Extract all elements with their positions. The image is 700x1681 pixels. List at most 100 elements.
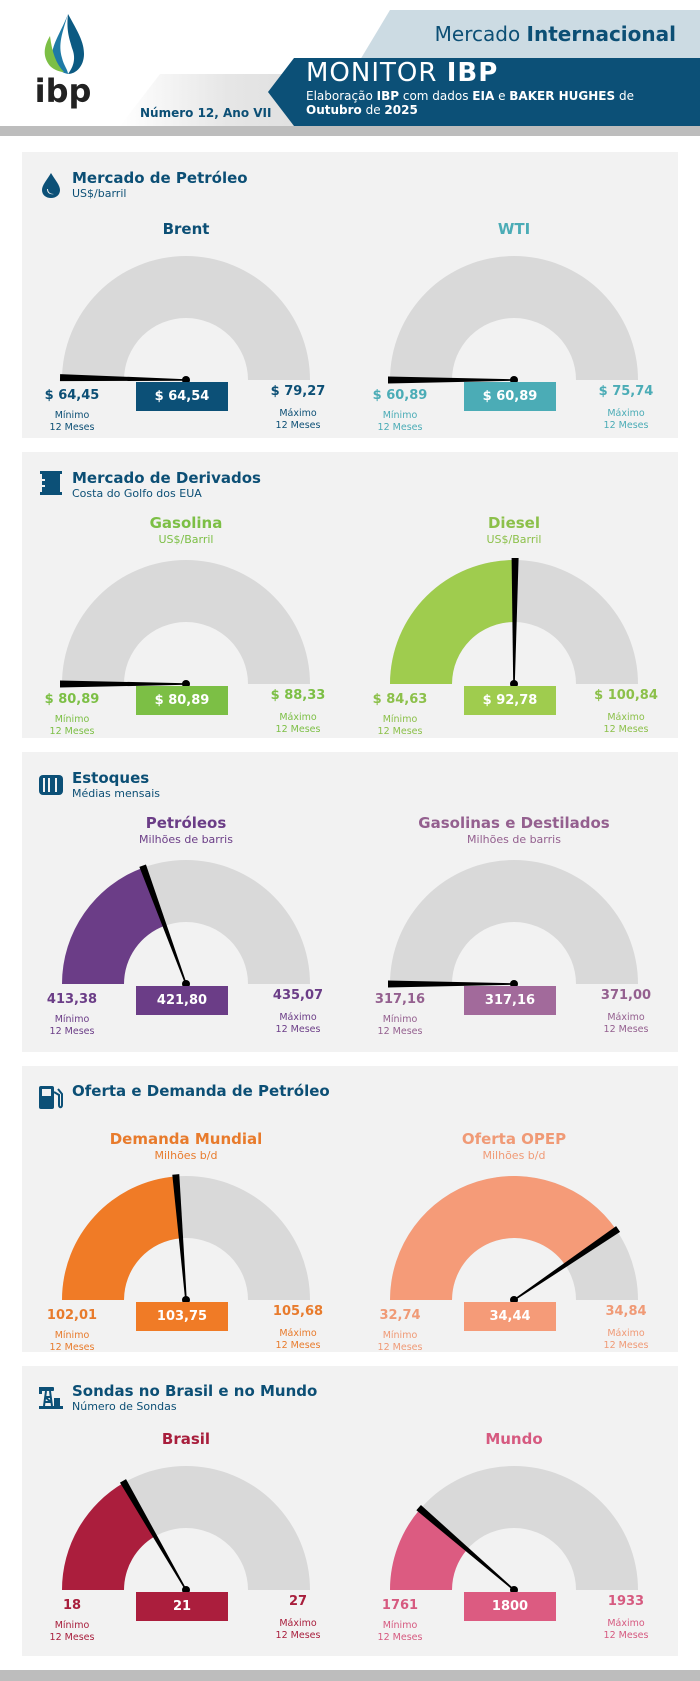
gauge-needle [513,1226,621,1301]
gauge-max-value: 105,68 [272,1304,324,1319]
gauge-oferta-opep: Oferta OPEP Milhões b/d 34,44 32,74 Míni… [350,1128,678,1353]
gauge-min-value: 102,01 [46,1308,98,1323]
section-title: Sondas no Brasil e no Mundo [72,1382,318,1400]
gauge-max-value: $ 75,74 [598,384,654,399]
gauge-max-value: 1933 [607,1594,645,1609]
gauge-demanda-mundial: Demanda Mundial Milhões b/d 103,75 102,0… [22,1128,350,1353]
gauge-diesel: Diesel US$/Barril $ 92,78 $ 84,63 Mínimo… [350,512,678,737]
gauge-min-label: Mínimo 12 Meses [49,1620,95,1643]
gauge-min-value: 1761 [381,1598,419,1613]
gauge-fill [62,1482,155,1590]
section-estoques: Estoques Médias mensais Petróleos Milhõe… [22,752,678,1052]
gauge-min-value: $ 80,89 [44,692,100,707]
section-title: Mercado de Petróleo [72,169,248,187]
gauge-title: Mundo [485,1430,543,1448]
gauge-dial [388,256,638,384]
gauge-current-value: 34,44 [464,1302,556,1331]
section-subtitle: US$/barril [72,187,127,200]
gauge-min-label: Mínimo 12 Meses [49,1330,95,1353]
gauge-max-value: $ 100,84 [594,688,658,703]
gauge-min-label: Mínimo 12 Meses [377,410,423,433]
storage-tank-icon [39,775,63,795]
gauge-max-label: Máximo 12 Meses [275,408,321,431]
data-source-note: Elaboração IBP com dados EIA e BAKER HUG… [306,89,634,117]
gauge-max-label: Máximo 12 Meses [275,1618,321,1641]
gauge-current-value: $ 60,89 [464,382,556,411]
gauge-current-value: 1800 [464,1592,556,1621]
gauge-min-value: 18 [62,1598,82,1613]
gauge-min-value: $ 60,89 [372,388,428,403]
gauge-min-label: Mínimo 12 Meses [377,1620,423,1643]
header-section-title: Mercado Internacional [434,22,676,46]
header-dark-band [268,58,700,126]
header-light-band [360,10,700,60]
section-subtitle: Médias mensais [72,787,160,800]
gauge-fill [62,1176,181,1300]
gauge-brent: Brent $ 64,54 $ 64,45 Mínimo 12 Meses $ 7… [22,218,350,433]
gauge-track [62,256,310,380]
gauge-max-value: 34,84 [605,1304,647,1319]
gauge-current-value: $ 92,78 [464,686,556,715]
section-title: Mercado de Derivados [72,469,261,487]
section-oferta-demanda: Oferta e Demanda de Petróleo Demanda Mun… [22,1066,678,1353]
section-mercado-derivados: Mercado de Derivados Costa do Golfo dos … [22,452,678,738]
gauge-dial [388,860,638,988]
gauge-title: WTI [497,220,531,238]
gauge-max-value: 27 [288,1594,308,1609]
gauge-current-value: 103,75 [136,1302,228,1331]
drop-logo-icon [44,14,84,74]
gauge-fill [390,1176,617,1300]
gauge-needle [511,558,519,685]
gauge-wti: WTI $ 60,89 $ 60,89 Mínimo 12 Meses $ 75,… [350,218,678,433]
gauge-needle [416,1504,515,1591]
gauge-title: Petróleos [145,814,227,832]
gauge-brasil: Brasil 21 18 Mínimo 12 Meses 27 Máximo 12 … [22,1428,350,1648]
gauge-max-value: 435,07 [272,988,324,1003]
oil-drop-icon [42,173,60,198]
section-subtitle: Número de Sondas [72,1400,177,1413]
fuel-pump-icon [39,1086,63,1109]
svg-text:ibp: ibp [35,72,92,110]
monitor-title: MONITOR IBP [306,58,499,88]
gauge-min-label: Mínimo 12 Meses [377,714,423,737]
gauge-current-value: 21 [136,1592,228,1621]
gauge-dial [62,1174,310,1304]
gauge-unit: Milhões de barris [467,833,561,846]
gauge-max-label: Máximo 12 Meses [603,408,649,431]
gauge-title: Brasil [161,1430,211,1448]
gauge-max-label: Máximo 12 Meses [275,712,321,735]
gauge-min-value: $ 64,45 [44,388,100,403]
oil-rig-icon [39,1387,63,1409]
header-divider [0,126,700,136]
gauge-max-label: Máximo 12 Meses [603,1012,649,1035]
gauge-needle [59,374,187,382]
gauge-title: Gasolinas e Destilados [418,814,610,832]
gauge-petroleos: Petróleos Milhões de barris 421,80 413,3… [22,812,350,1042]
gauge-max-label: Máximo 12 Meses [275,1012,321,1035]
gauge-unit: Milhões b/d [482,1149,546,1162]
gauge-unit: US$/Barril [158,533,214,546]
gauge-unit: Milhões b/d [154,1149,218,1162]
gauge-max-label: Máximo 12 Meses [275,1328,321,1351]
gauge-track [62,560,310,684]
section-mercado-petroleo: Mercado de Petróleo US$/barril Brent $ 6… [22,152,678,438]
ibp-logo: ibp [35,14,92,110]
gauge-dial [59,256,310,384]
gauge-dial [62,860,310,988]
gauge-min-label: Mínimo 12 Meses [377,1014,423,1037]
gauge-dial [62,1466,310,1594]
gauge-fill [390,1508,468,1590]
gauge-track [390,860,638,984]
gauge-min-value: 317,16 [374,992,426,1007]
gauge-max-label: Máximo 12 Meses [603,1328,649,1351]
gauge-title: Oferta OPEP [461,1130,567,1148]
gauge-needle [388,376,514,384]
gauge-dial [60,560,310,688]
gauge-needle [172,1174,187,1301]
gauge-needle [119,1479,187,1591]
gauge-needle [388,980,514,988]
gauge-unit: US$/Barril [486,533,542,546]
gauge-fill [390,560,516,684]
section-title: Oferta e Demanda de Petróleo [72,1082,330,1100]
edition-number: Número 12, Ano VII [140,106,272,120]
